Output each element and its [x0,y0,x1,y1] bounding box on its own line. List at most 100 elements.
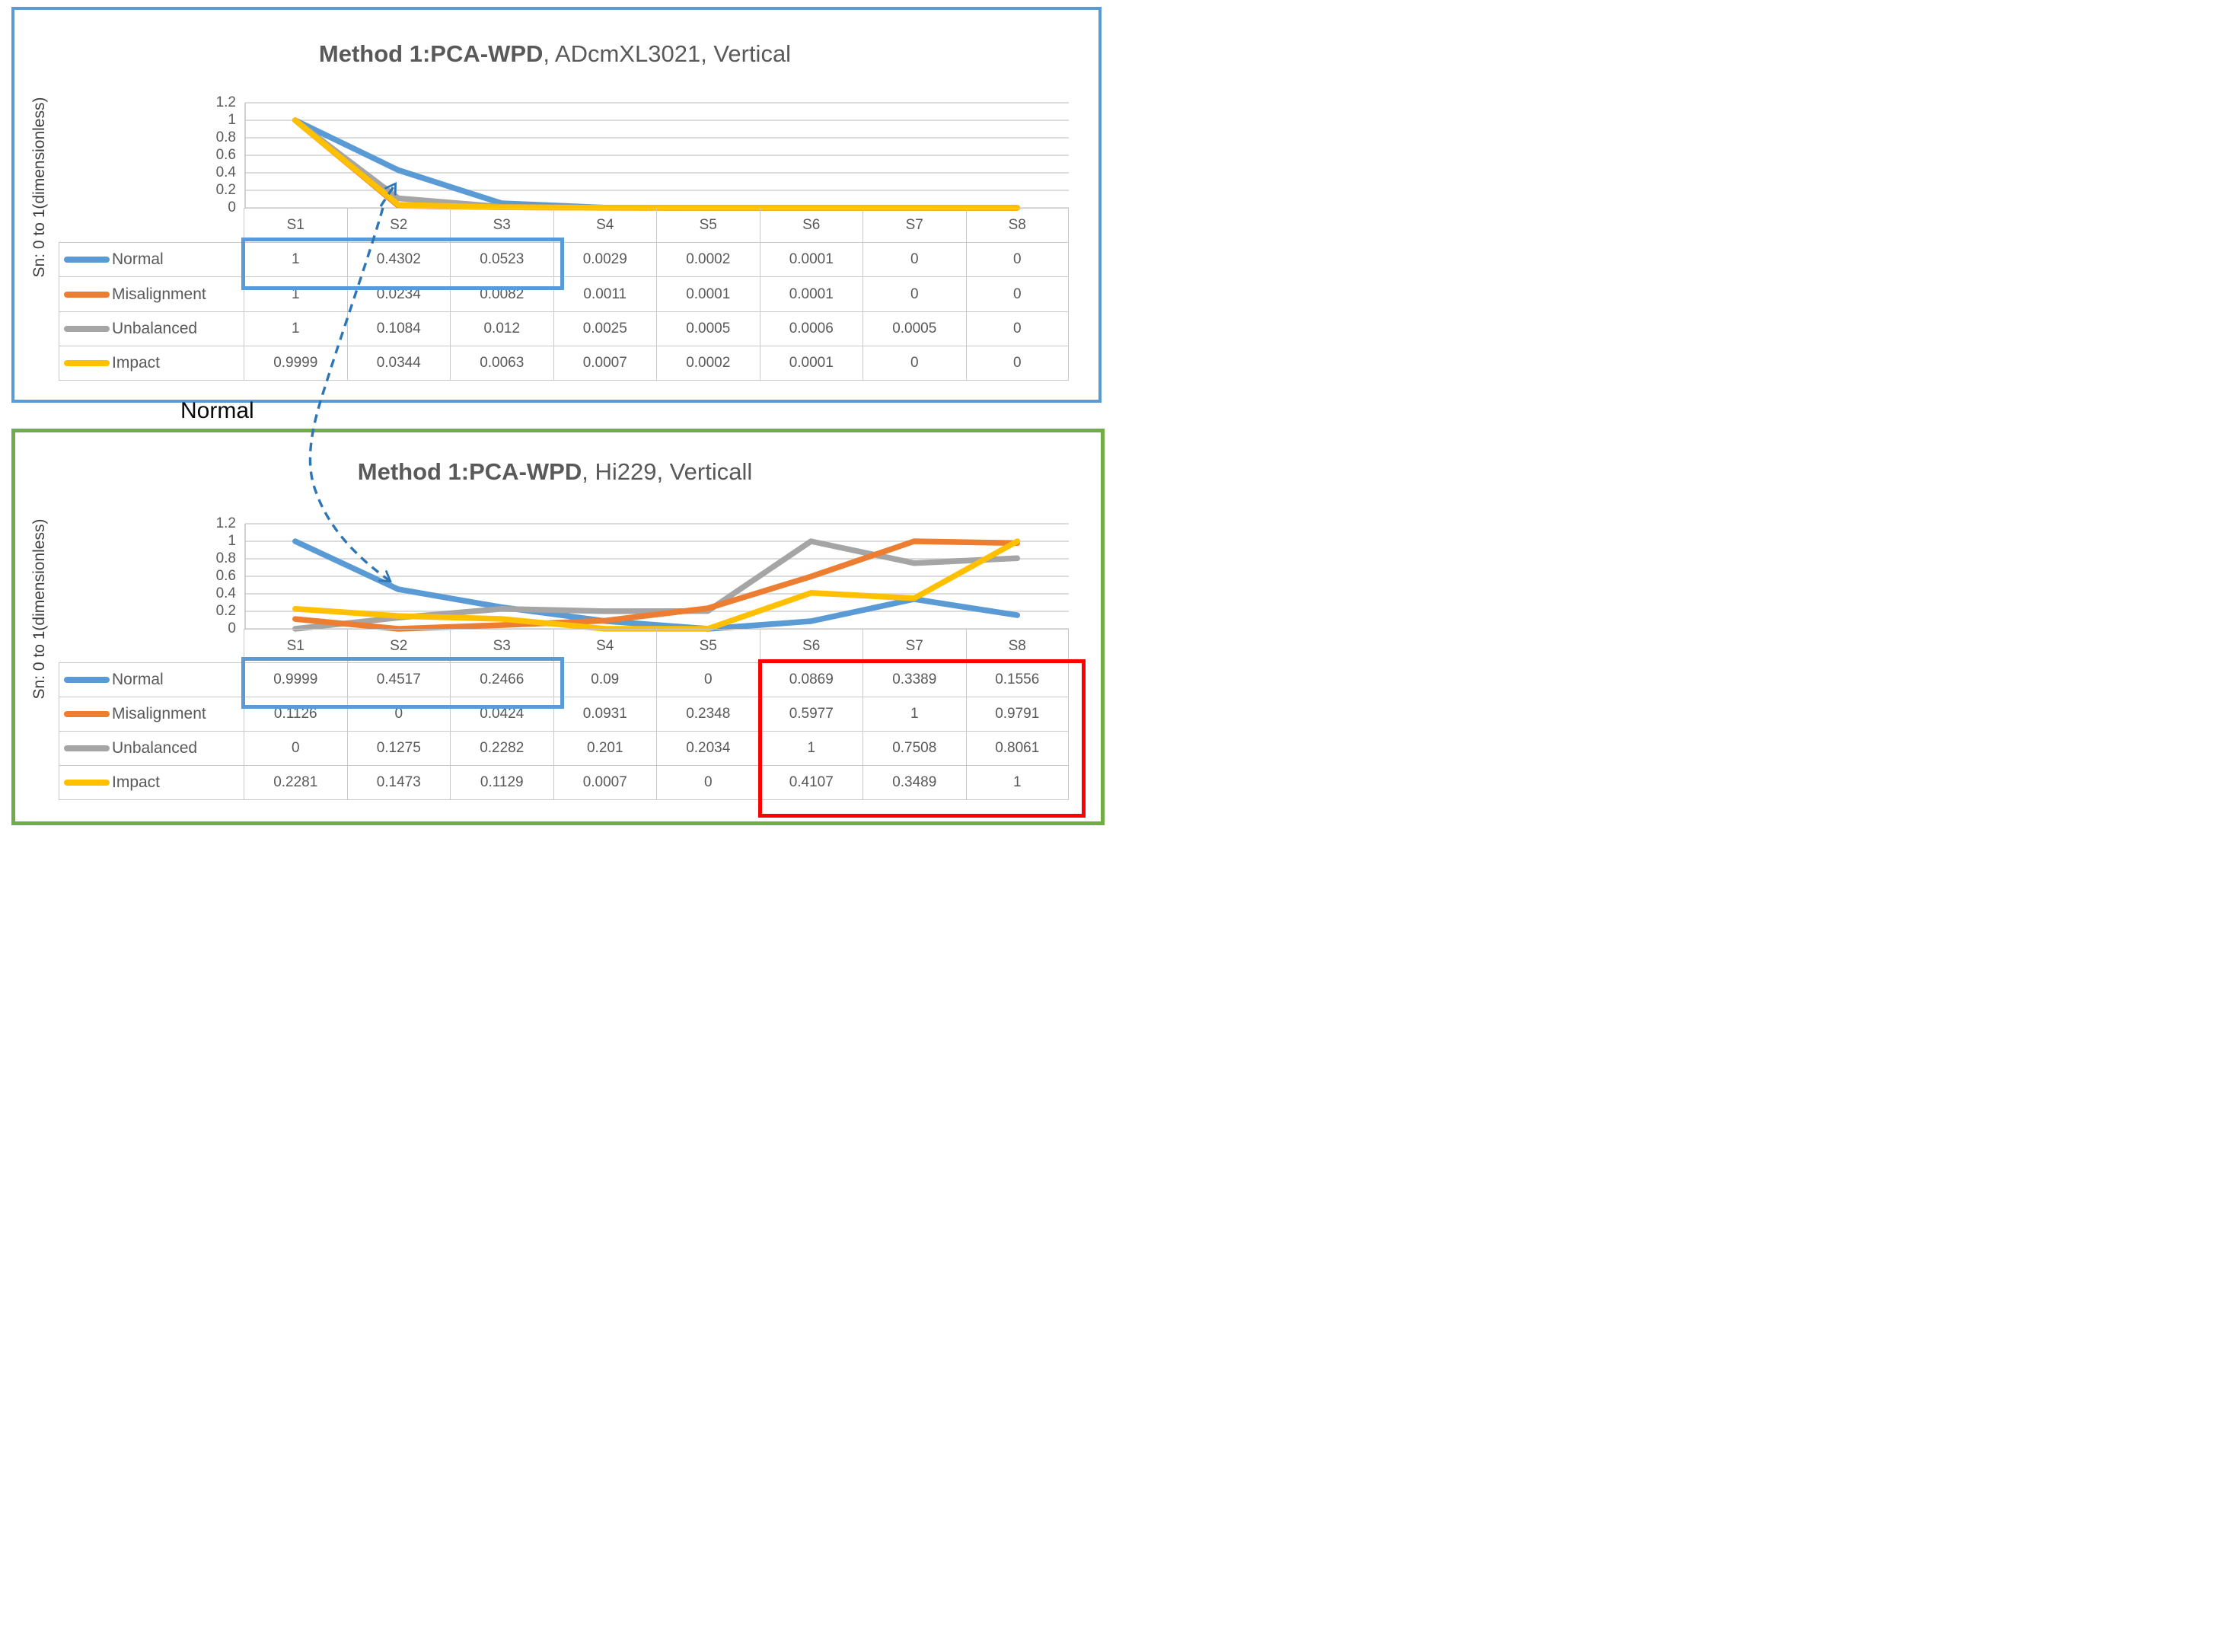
top-chart-title: Method 1:PCA-WPD, ADcmXL3021, Vertical [11,40,1098,68]
cell-Impact-S1: 0.9999 [244,346,347,381]
legend-Impact: Impact [59,346,244,381]
y-tick-label-0.8: 0.8 [215,550,236,566]
legend-Unbalanced: Unbalanced [59,311,244,346]
cell-Impact-S7: 0.3489 [862,765,966,800]
cell-Unbalanced-S7: 0.0005 [862,311,966,346]
legend-label-Impact: Impact [112,773,161,791]
highlight-box-s6-s8-bottom [758,659,1086,818]
cell-Impact-S7: 0 [862,346,966,381]
legend-swatch-Unbalanced [64,745,110,751]
legend-label-Misalignment: Misalignment [112,285,206,303]
legend-label-Misalignment: Misalignment [112,705,206,722]
cell-Unbalanced-S1: 1 [244,311,347,346]
legend-Normal: Normal [59,662,244,697]
y-tick-label-0.4: 0.4 [215,164,236,180]
y-tick-label-1: 1 [228,112,236,128]
series-line-Normal [292,117,1021,211]
legend-swatch-Unbalanced [64,326,110,332]
cell-Misalignment-S3: 0.0424 [450,697,553,731]
figure-canvas: Method 1:PCA-WPD, ADcmXL3021, Vertical M… [0,0,1108,826]
cell-Normal-S7: 0 [862,242,966,276]
cell-Misalignment-S5: 0.2348 [656,697,760,731]
cell-Misalignment-S4: 0.0011 [553,276,656,311]
normal-callout-label: Normal [180,398,254,423]
series-line-Misalignment [292,117,1021,211]
cell-Unbalanced-S4: 0.0025 [553,311,656,346]
cell-Misalignment-S1: 0.1126 [244,697,347,731]
y-tick-label-1.2: 1.2 [215,515,236,531]
y-tick-label-1.2: 1.2 [215,94,236,110]
y-tick-label-0.6: 0.6 [215,568,236,584]
cell-Misalignment-S4: 0.0931 [553,697,656,731]
legend-swatch-Impact [64,780,110,786]
legend-swatch-Misalignment [64,291,110,298]
top-y-axis-label: Sn: 0 to 1(dimensionless) [30,97,48,278]
legend-label-Normal: Normal [112,671,164,688]
legend-swatch-Normal [64,677,110,683]
cell-Misalignment-S5: 0.0001 [656,276,760,311]
cell-Unbalanced-S8: 0 [965,311,1069,346]
legend-swatch-Misalignment [64,711,110,717]
column-header-S1: S1 [244,629,347,662]
bottom-plot-area [244,523,1069,632]
column-header-S1: S1 [244,208,347,242]
top-chart-frame [11,7,1102,403]
highlight-box-normal-s1-s3-bottom [241,657,564,709]
cell-Unbalanced-S7: 0.7508 [862,731,966,765]
top-chart-title-bold: Method 1:PCA-WPD [318,40,544,67]
legend-label-Normal: Normal [112,250,164,268]
top-chart-title-rest: , ADcmXL3021, Vertical [543,40,792,67]
y-tick-label-0.8: 0.8 [215,129,236,145]
top-data-table: S1 S2 S3 S4 S5 S6 S7 S8 Normal 1 0.4302 0.0523 0.002… [59,208,1069,381]
series-line-Unbalanced [292,117,1021,211]
cell-Unbalanced-S3: 0.012 [450,311,553,346]
column-header-S3: S3 [450,629,553,662]
cell-Unbalanced-S1: 0 [244,731,347,765]
cell-Impact-S3: 0.1129 [450,765,553,800]
bottom-chart-title-bold: Method 1:PCA-WPD [357,458,582,485]
column-header-S6: S6 [759,629,862,662]
cell-Normal-S5: 0 [656,662,760,697]
cell-Normal-S5: 0.0002 [656,242,760,276]
cell-Misalignment-S6: 0.0001 [759,276,862,311]
column-header-S5: S5 [656,208,760,242]
cell-Impact-S1: 0.2281 [244,765,347,800]
bottom-chart-title-rest: , Hi229, Verticall [582,458,753,485]
legend-label-Impact: Impact [112,354,161,372]
column-header-S4: S4 [553,208,656,242]
legend-Unbalanced: Unbalanced [59,731,244,765]
cell-Impact-S5: 0.0002 [656,346,760,381]
column-header-S5: S5 [656,629,760,662]
cell-Impact-S8: 0 [965,346,1069,381]
column-header-S3: S3 [450,208,553,242]
legend-Misalignment: Misalignment [59,697,244,731]
y-tick-label-0: 0 [228,199,236,215]
cell-Normal-S3: 0.2466 [450,662,553,697]
y-tick-label-0.2: 0.2 [215,182,236,198]
column-header-S6: S6 [759,208,862,242]
cell-Unbalanced-S6: 0.0006 [759,311,862,346]
cell-Normal-S2: 0.4517 [346,662,450,697]
cell-Impact-S8: 1 [965,765,1069,800]
cell-Unbalanced-S2: 0.1275 [346,731,450,765]
legend-Impact: Impact [59,765,244,800]
highlight-box-normal-s1-s3-top [241,238,564,290]
series-line-Misalignment [292,538,1021,632]
cell-Impact-S5: 0 [656,765,760,800]
column-header-S8: S8 [965,208,1069,242]
bottom-chart-frame [11,429,1105,825]
bottom-chart-title: Method 1:PCA-WPD, Hi229, Verticall [11,458,1098,486]
cell-Impact-S3: 0.0063 [450,346,553,381]
column-header-S7: S7 [862,208,966,242]
column-header-S2: S2 [346,629,450,662]
cell-Impact-S2: 0.0344 [346,346,450,381]
column-header-S4: S4 [553,629,656,662]
cell-Unbalanced-S5: 0.2034 [656,731,760,765]
series-line-Normal [292,538,1021,632]
cell-Misalignment-S2: 0 [346,697,450,731]
y-tick-label-0.6: 0.6 [215,147,236,163]
cell-Unbalanced-S3: 0.2282 [450,731,553,765]
cell-Unbalanced-S5: 0.0005 [656,311,760,346]
cell-Impact-S6: 0.0001 [759,346,862,381]
top-plot-area [244,102,1069,211]
